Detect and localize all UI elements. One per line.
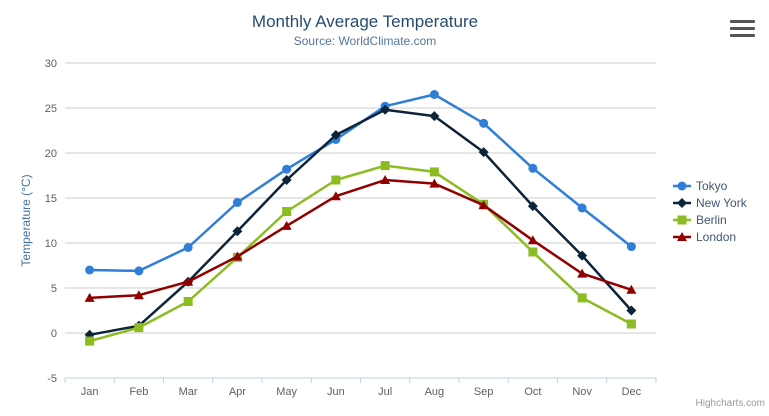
hamburger-icon <box>730 26 755 31</box>
chart-title: Monthly Average Temperature <box>251 12 479 31</box>
legend-label: London <box>696 229 737 244</box>
legend-label: Tokyo <box>696 178 728 193</box>
legend-marker[interactable] <box>677 231 687 241</box>
data-point-berlin-mar[interactable] <box>183 297 193 306</box>
data-point-new-york-oct[interactable] <box>527 201 538 212</box>
data-point-berlin-jan[interactable] <box>85 336 95 346</box>
legend-label: Berlin <box>696 212 727 227</box>
data-point-tokyo-feb[interactable] <box>134 266 144 276</box>
data-point-london-jun[interactable] <box>330 191 341 201</box>
x-tick-label: Mar <box>179 386 198 398</box>
data-point-tokyo-oct[interactable] <box>528 163 538 173</box>
data-point-berlin-may[interactable] <box>282 207 292 216</box>
data-point-new-york-sep[interactable] <box>478 147 489 158</box>
data-point-berlin-jun[interactable] <box>331 175 341 185</box>
y-tick-label: -5 <box>47 373 57 385</box>
data-point-berlin-nov[interactable] <box>577 293 587 303</box>
hamburger-icon <box>730 20 755 24</box>
legend-label: New York <box>696 195 747 210</box>
x-tick-label: Oct <box>524 386 541 398</box>
series-new-york[interactable] <box>84 104 637 340</box>
data-point-tokyo-mar[interactable] <box>183 243 193 252</box>
x-tick-label: May <box>276 386 297 398</box>
series-line <box>89 93 633 273</box>
data-point-new-york-apr[interactable] <box>232 226 243 237</box>
legend-item-london[interactable]: London <box>673 228 747 245</box>
data-point-london-aug[interactable] <box>429 178 440 188</box>
data-point-london-jan[interactable] <box>84 292 95 302</box>
data-point-london-dec[interactable] <box>626 284 637 294</box>
data-point-london-apr[interactable] <box>232 251 243 261</box>
x-tick-label: Jun <box>327 386 345 398</box>
data-point-london-mar[interactable] <box>183 276 194 286</box>
y-axis-title: Temperature (°C) <box>19 174 33 266</box>
legend-circle-icon <box>673 181 691 190</box>
data-point-new-york-aug[interactable] <box>429 111 440 122</box>
legend-item-new-york[interactable]: New York <box>673 194 747 211</box>
data-point-berlin-oct[interactable] <box>528 247 538 257</box>
x-tick-label: Nov <box>572 386 592 398</box>
y-tick-label: 25 <box>45 103 57 115</box>
data-point-london-oct[interactable] <box>527 235 538 245</box>
chart-subtitle: Source: WorldClimate.com <box>293 34 437 48</box>
series-line <box>89 164 632 343</box>
data-point-berlin-aug[interactable] <box>429 167 439 177</box>
data-point-london-nov[interactable] <box>577 268 588 278</box>
legend-marker[interactable] <box>677 215 687 224</box>
data-point-tokyo-dec[interactable] <box>626 242 636 252</box>
legend-item-berlin[interactable]: Berlin <box>673 211 747 228</box>
x-tick-label: Sep <box>474 386 494 398</box>
data-point-tokyo-sep[interactable] <box>479 118 489 128</box>
data-point-new-york-jun[interactable] <box>330 130 341 140</box>
y-tick-label: 0 <box>51 328 57 340</box>
data-point-new-york-jul[interactable] <box>380 104 391 115</box>
legend-marker[interactable] <box>677 197 687 208</box>
legend-marker[interactable] <box>677 181 687 190</box>
credits-link[interactable]: Highcharts.com <box>695 398 765 409</box>
y-tick-label: 10 <box>45 238 57 250</box>
data-point-tokyo-aug[interactable] <box>429 90 439 99</box>
data-point-tokyo-apr[interactable] <box>232 198 242 207</box>
legend-square-icon <box>673 215 691 224</box>
y-tick-label: 5 <box>51 283 57 295</box>
legend-item-tokyo[interactable]: Tokyo <box>673 177 747 194</box>
x-tick-label: Dec <box>622 386 642 398</box>
y-tick-label: 30 <box>45 58 57 70</box>
data-point-berlin-feb[interactable] <box>134 323 144 333</box>
legend-diamond-icon <box>673 197 691 208</box>
y-tick-label: 15 <box>45 193 57 205</box>
y-tick-label: 20 <box>45 148 57 160</box>
series-line <box>89 178 632 300</box>
data-point-tokyo-jan[interactable] <box>85 265 95 275</box>
data-point-new-york-nov[interactable] <box>577 250 588 261</box>
data-point-london-jul[interactable] <box>380 175 391 184</box>
x-tick-label: Jul <box>378 386 392 398</box>
data-point-tokyo-nov[interactable] <box>577 203 587 213</box>
series-line <box>89 108 633 337</box>
series-tokyo[interactable] <box>85 90 636 276</box>
data-point-london-feb[interactable] <box>133 290 144 300</box>
data-point-berlin-jul[interactable] <box>380 161 390 171</box>
data-point-tokyo-may[interactable] <box>282 164 292 174</box>
x-tick-label: Aug <box>425 386 445 398</box>
x-tick-label: Feb <box>129 386 148 398</box>
x-tick-label: Jan <box>81 386 99 398</box>
data-point-new-york-dec[interactable] <box>626 305 637 316</box>
data-point-london-may[interactable] <box>281 220 292 230</box>
legend-triangle-icon <box>673 231 691 241</box>
hamburger-icon <box>730 33 755 37</box>
data-point-berlin-dec[interactable] <box>626 319 636 329</box>
x-tick-label: Apr <box>229 386 246 398</box>
context-menu-button[interactable] <box>730 20 755 37</box>
data-point-london-sep[interactable] <box>478 200 489 210</box>
legend: Tokyo New York Berlin London <box>673 177 747 245</box>
data-point-new-york-may[interactable] <box>281 175 292 185</box>
series-london[interactable] <box>84 175 637 302</box>
